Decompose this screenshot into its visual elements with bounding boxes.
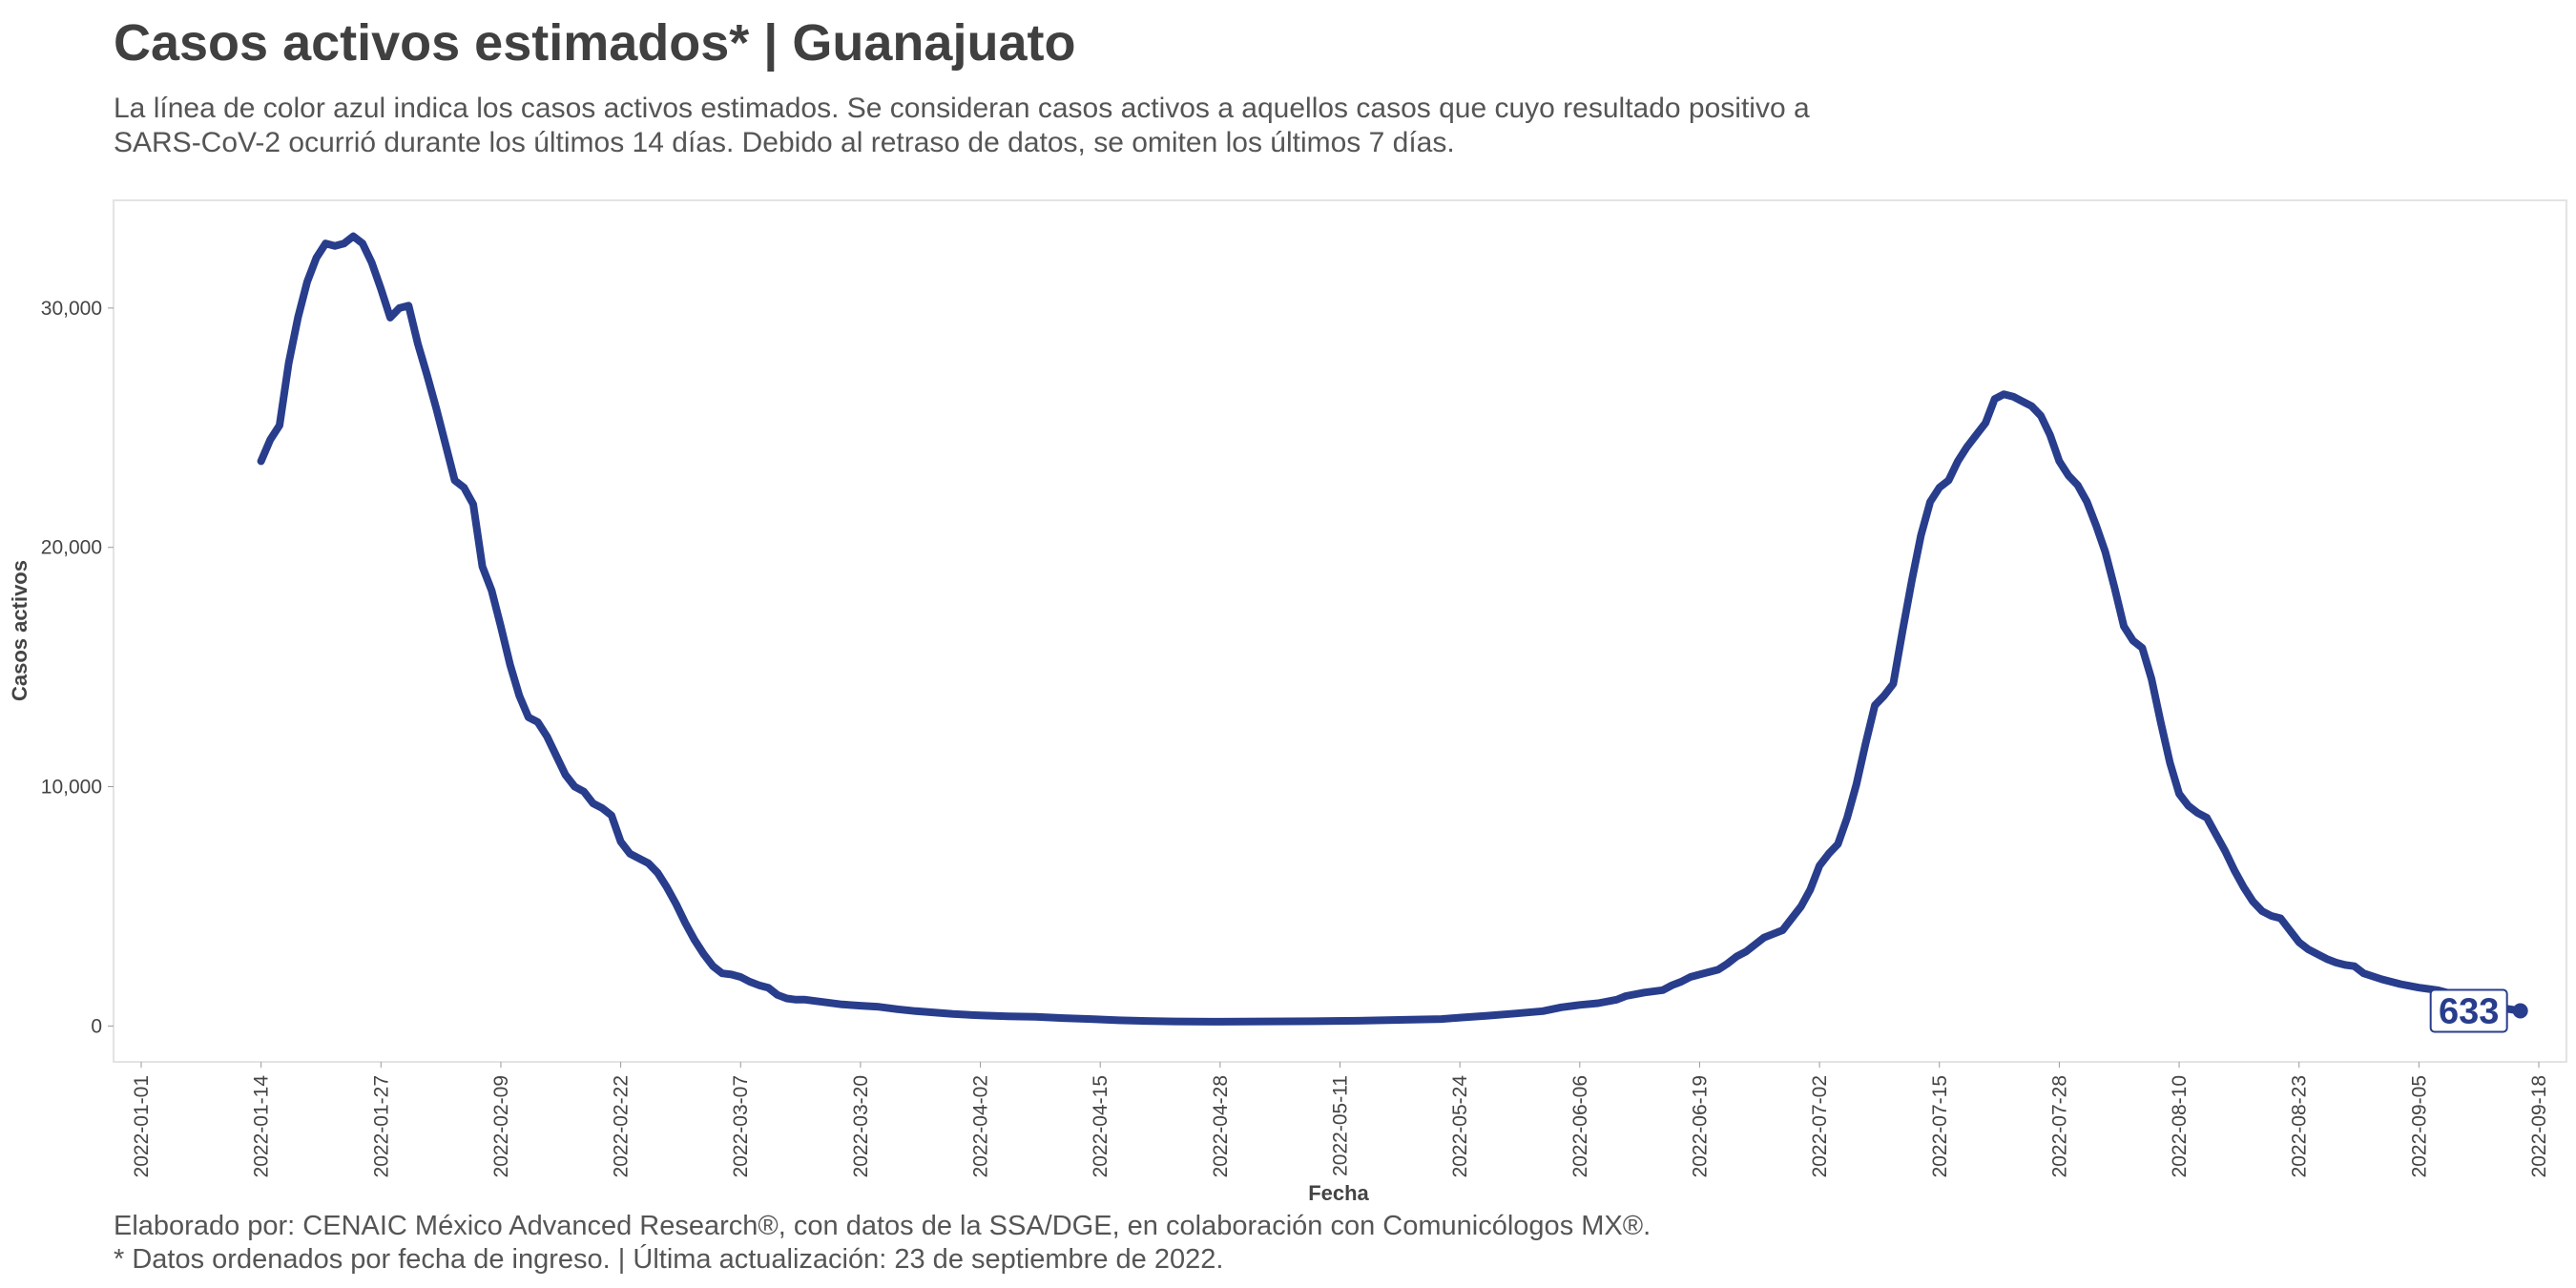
x-tick-label: 2022-09-18 (2528, 1075, 2550, 1177)
x-tick-label: 2022-02-22 (611, 1075, 633, 1177)
series-line (257, 232, 2524, 1026)
end-value-text: 633 (2439, 991, 2499, 1031)
chart-title: Casos activos estimados* | Guanajuato (114, 14, 1076, 72)
x-tick-label: 2022-07-28 (2048, 1075, 2070, 1177)
x-tick-label: 2022-07-02 (1809, 1075, 1831, 1177)
x-tick-label: 2022-01-14 (251, 1075, 273, 1178)
x-tick-label: 2022-04-15 (1090, 1075, 1111, 1177)
x-tick-label: 2022-03-07 (730, 1075, 752, 1177)
x-tick-label: 2022-04-28 (1210, 1075, 1232, 1177)
x-tick-label: 2022-09-05 (2408, 1075, 2430, 1177)
x-tick-label: 2022-05-11 (1330, 1075, 1352, 1176)
x-tick-label: 2022-01-27 (370, 1075, 392, 1177)
x-tick-label: 2022-06-19 (1689, 1075, 1711, 1177)
x-tick-label: 2022-08-10 (2169, 1075, 2191, 1177)
x-tick-label: 2022-01-01 (131, 1075, 153, 1177)
x-tick-label: 2022-03-20 (850, 1075, 872, 1177)
x-axis: 2022-01-01 2022-01-14 2022-01-27 2022-02-09… (131, 1062, 2550, 1177)
footer-credit: Elaborado por: CENAIC México Advanced Re… (114, 1211, 1652, 1241)
y-axis: 0 10,000 20,000 30,000 (41, 298, 114, 1037)
x-tick-label: 2022-08-23 (2289, 1075, 2311, 1177)
x-axis-title: Fecha (1308, 1181, 1369, 1205)
x-tick-label: 2022-07-15 (1929, 1075, 1951, 1177)
end-point (2512, 1003, 2528, 1019)
x-tick-label: 2022-05-24 (1449, 1075, 1471, 1178)
chart-subtitle: La línea de color azul indica los casos … (114, 93, 1810, 158)
x-tick-label: 2022-06-06 (1569, 1075, 1591, 1177)
end-value-label: 633 (2429, 988, 2508, 1033)
chart-footer: Elaborado por: CENAIC México Advanced Re… (114, 1210, 1651, 1277)
footer-note: * Datos ordenados por fecha de ingreso. … (114, 1244, 1224, 1275)
y-tick-label: 30,000 (41, 298, 102, 320)
y-axis-title: Casos activos (8, 560, 31, 701)
y-tick-label: 20,000 (41, 537, 102, 559)
plot-panel (113, 199, 2567, 1063)
y-tick-label: 0 (91, 1015, 102, 1037)
x-tick-label: 2022-02-09 (490, 1075, 512, 1177)
end-value-box (2429, 988, 2508, 1033)
x-tick-label: 2022-04-02 (970, 1075, 992, 1177)
y-tick-label: 10,000 (41, 777, 102, 799)
